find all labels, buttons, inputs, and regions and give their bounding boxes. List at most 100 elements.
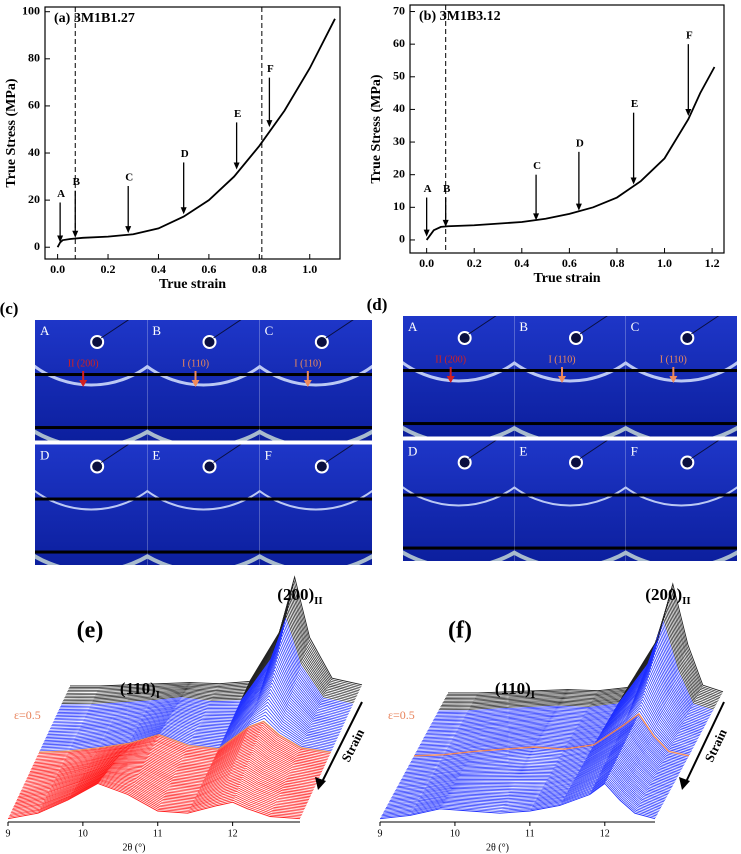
x-tick-label: 0.2: [101, 262, 116, 276]
x-tick-label: 10: [450, 828, 460, 839]
waterfall-trace: [47, 679, 341, 734]
detector-gap: [259, 373, 372, 377]
waterfall-trace: [23, 762, 316, 787]
pattern-frame: [514, 316, 626, 437]
waterfall-trace: [16, 772, 309, 802]
diffraction-ring: [514, 361, 626, 383]
waterfall-trace: [40, 714, 333, 750]
x-tick-label: 0.8: [609, 256, 624, 270]
peak-label-sub: I: [156, 689, 160, 701]
waterfall-trace: [410, 719, 687, 762]
waterfall-trace: [19, 768, 312, 794]
waterfall-trace: [385, 770, 662, 808]
waterfall-trace: [392, 756, 668, 796]
arrow-head: [180, 207, 187, 215]
detector-gap: [147, 497, 260, 501]
pattern-image: [625, 440, 737, 561]
waterfall-trace: [430, 649, 706, 726]
waterfall-trace: [37, 724, 330, 756]
waterfall-trace: [51, 662, 344, 727]
detector-gap: [259, 550, 372, 554]
pattern-frame: [259, 320, 372, 441]
waterfall-trace: [394, 753, 670, 793]
waterfall-trace: [425, 669, 701, 736]
waterfall-trace: [444, 597, 720, 701]
waterfall-trace: [386, 769, 662, 807]
x-axis-label: True strain: [159, 277, 226, 292]
waterfall-trace: [422, 681, 698, 741]
beam-stop: [457, 331, 472, 345]
ring-arrow-head: [191, 380, 200, 387]
waterfall-trace: [435, 629, 711, 716]
diffraction-ring: [35, 364, 148, 387]
waterfall-trace: [66, 591, 359, 694]
pattern-image: [147, 320, 260, 441]
diffraction-ring: [514, 486, 626, 507]
pattern-panel: (c) A II (200) B I (110) C I (110) D E F: [0, 299, 372, 565]
pattern-frame: [625, 440, 738, 561]
waterfall-trace: [60, 620, 353, 707]
waterfall-trace: [17, 770, 310, 799]
detector-gap: [147, 373, 260, 377]
ring-label: I (110): [660, 354, 687, 365]
waterfall-trace: [32, 739, 325, 768]
waterfall-trace: [443, 600, 719, 702]
beam-stop: [569, 455, 583, 470]
waterfall-trace: [424, 672, 700, 737]
chart-title: (b) 3M1B3.12: [419, 9, 501, 24]
x-tick-label: 0.4: [514, 256, 529, 270]
pattern-frame: [403, 316, 515, 437]
x-tick-label: 0.6: [201, 262, 216, 276]
x-tick-label: 12: [228, 828, 238, 839]
y-tick-label: 0: [399, 232, 405, 246]
beam-stop-arm: [325, 320, 354, 339]
beam-stop-arm: [579, 440, 608, 459]
waterfall-trace: [382, 778, 658, 815]
waterfall-trace: [402, 736, 678, 778]
annotation-label: A: [57, 188, 65, 200]
arrow-head: [233, 162, 240, 170]
waterfall-trace: [20, 767, 313, 793]
pattern-image: [514, 440, 626, 561]
waterfall-trace: [34, 731, 327, 762]
frame-label: E: [152, 447, 160, 462]
waterfall-trace: [397, 747, 673, 787]
beam-stop: [569, 331, 583, 345]
diffraction-ring: [35, 489, 148, 511]
waterfall-trace: [23, 760, 316, 786]
waterfall-trace: [59, 624, 352, 709]
annotation-label: C: [533, 160, 541, 172]
waterfall-trace: [25, 755, 318, 781]
waterfall-trace: [32, 737, 325, 766]
waterfall-trace: [10, 779, 303, 814]
pattern-frame: [514, 440, 626, 561]
waterfall-trace: [49, 672, 342, 731]
waterfall-trace: [407, 725, 684, 768]
waterfall-trace: [49, 669, 343, 730]
beam-stop: [90, 459, 105, 474]
beam-stop-arm: [100, 444, 130, 463]
waterfall-trace: [420, 687, 696, 744]
beam-stop-arm: [691, 440, 720, 459]
peak-label-main: (110): [495, 679, 531, 698]
waterfall-trace: [426, 664, 702, 733]
ring-label: II (200): [435, 354, 466, 365]
profile-line: [7, 783, 301, 820]
pattern-frame: [403, 440, 515, 561]
peak-label-main: (200): [645, 585, 682, 604]
x-tick-label: 0.6: [562, 256, 577, 270]
detector-gap: [35, 497, 148, 501]
diffraction-ring: [403, 486, 515, 507]
waterfall-trace: [447, 585, 723, 695]
waterfall-trace: [434, 634, 710, 719]
strain-label: Strain: [338, 726, 367, 764]
detector-gap: [147, 550, 260, 554]
arrow-head: [575, 203, 582, 211]
ring-label: I (110): [182, 358, 209, 369]
waterfall-trace: [431, 646, 707, 725]
waterfall-trace: [56, 640, 349, 716]
peak-label: (110)I: [495, 679, 535, 701]
strain-arrow: [320, 701, 363, 785]
waterfall-trace: [421, 684, 697, 743]
waterfall-trace: [39, 717, 332, 752]
